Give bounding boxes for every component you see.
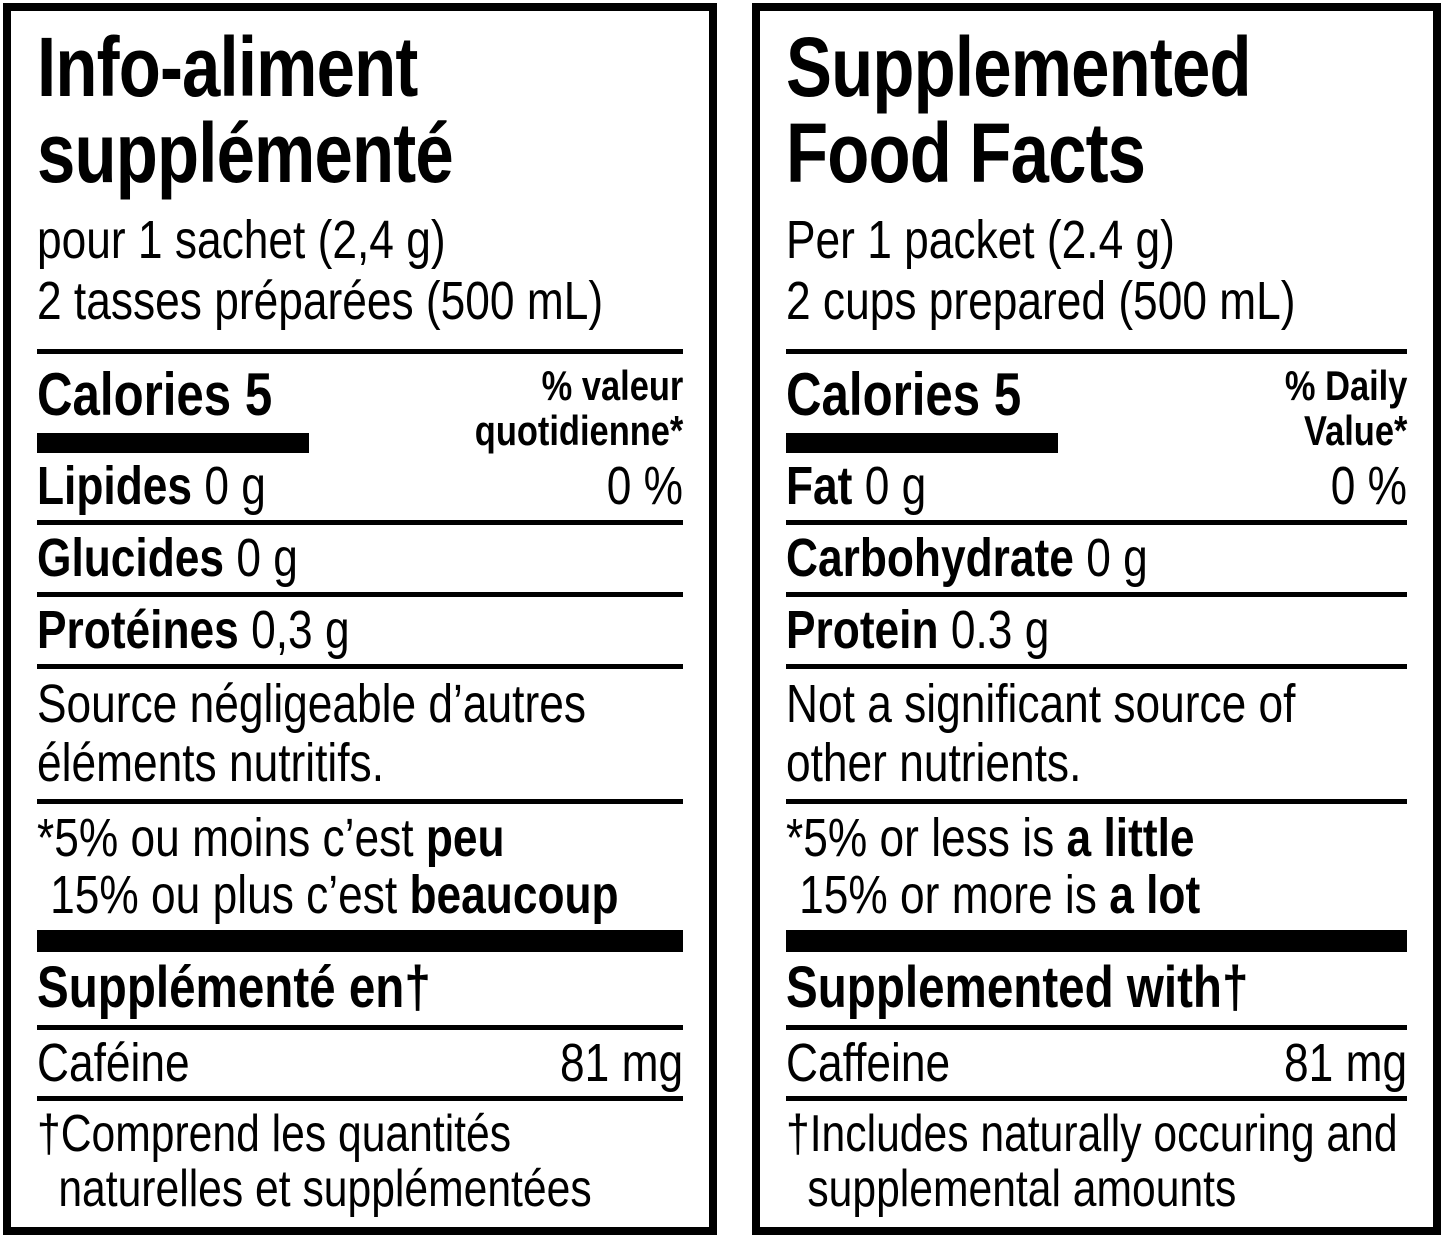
- footnote-line: 15% ou plus c’est beaucoup: [50, 865, 619, 925]
- dagger-note-line: naturelles et supplémentées: [58, 1160, 592, 1219]
- title-line: Supplemented: [786, 20, 1252, 114]
- supplement-amount: 81 mg: [1283, 1032, 1407, 1093]
- serving-info-fr: pour 1 sachet (2,4 g) 2 tasses préparées…: [37, 210, 683, 331]
- nutrient-row-protein-en: Protein 0.3 g: [786, 597, 1407, 664]
- serving-line: 2 cups prepared (500 mL): [786, 270, 1296, 331]
- calories-label: Calories: [37, 361, 232, 429]
- divider-rule: [37, 663, 683, 669]
- divider-rule: [786, 663, 1407, 669]
- nutrient-row-protein-fr: Protéines 0,3 g: [37, 597, 683, 664]
- daily-value-header-en: % Daily Value*: [1284, 364, 1407, 453]
- nutrient-row-carbohydrate-fr: Glucides 0 g: [37, 525, 683, 592]
- nutrient-name-amount: Lipides 0 g: [37, 456, 266, 517]
- dagger-note-line: supplemental amounts: [807, 1160, 1237, 1219]
- calories-text: Calories 5: [786, 364, 1021, 425]
- panel-title-en: Supplemented Food Facts: [786, 20, 1407, 200]
- calories-label: Calories: [786, 361, 981, 429]
- serving-info-en: Per 1 packet (2.4 g) 2 cups prepared (50…: [786, 210, 1407, 331]
- footnote-line: *5% or less is a little: [786, 808, 1195, 869]
- footnote-line: *5% ou moins c’est peu: [37, 808, 505, 869]
- panel-title-fr: Info-aliment supplémenté: [37, 20, 683, 200]
- nutrient-row-fat-fr: Lipides 0 g 0 %: [37, 453, 683, 520]
- nutrient-row-fat-en: Fat 0 g 0 %: [786, 453, 1407, 520]
- divider-rule: [37, 349, 683, 355]
- divider-rule: [786, 349, 1407, 355]
- note-line: Not a significant source of: [786, 673, 1296, 734]
- section-divider-bar: [786, 929, 1407, 952]
- divider-rule: [786, 1096, 1407, 1102]
- dv-header-line: Value*: [1303, 406, 1407, 454]
- divider-rule: [37, 1096, 683, 1102]
- calories-underline-bar: [37, 433, 309, 454]
- dagger-note-line: †Comprend les quantités: [37, 1105, 512, 1164]
- divider-rule: [786, 591, 1407, 597]
- daily-value-footnote-en: *5% or less is a little 15% or more is a…: [786, 810, 1407, 923]
- supplement-name: Caféine: [37, 1032, 190, 1093]
- nutrient-dv: 0 %: [1330, 456, 1407, 517]
- serving-line: 2 tasses préparées (500 mL): [37, 270, 604, 331]
- title-line: Food Facts: [786, 105, 1146, 200]
- dagger-note-en: †Includes naturally occuring and supplem…: [786, 1107, 1407, 1217]
- nutrient-name-amount: Protéines 0,3 g: [37, 599, 350, 660]
- supplemented-header-en: Supplemented with†: [786, 954, 1249, 1020]
- divider-rule: [37, 799, 683, 805]
- supplement-amount: 81 mg: [559, 1032, 683, 1093]
- nutrition-panel-english: Supplemented Food Facts Per 1 packet (2.…: [752, 3, 1441, 1235]
- dagger-note-line: †Includes naturally occuring and: [786, 1105, 1398, 1164]
- divider-rule: [786, 1024, 1407, 1030]
- calories-block: Calories 5: [37, 364, 324, 454]
- nutrient-dv: 0 %: [606, 456, 683, 517]
- nutrient-name-amount: Protein 0.3 g: [786, 599, 1050, 660]
- nutrient-row-carbohydrate-en: Carbohydrate 0 g: [786, 525, 1407, 592]
- insignificant-source-note-en: Not a significant source of other nutrie…: [786, 673, 1407, 794]
- nutrition-panel-french: Info-aliment supplémenté pour 1 sachet (…: [3, 3, 717, 1235]
- divider-rule: [786, 520, 1407, 526]
- nutrient-name-amount: Fat 0 g: [786, 456, 927, 517]
- supplemented-header-fr: Supplémenté en†: [37, 954, 431, 1020]
- calories-block: Calories 5: [786, 364, 1073, 454]
- daily-value-header-fr: % valeur quotidienne*: [474, 364, 683, 453]
- note-line: other nutrients.: [786, 732, 1082, 793]
- serving-line: Per 1 packet (2.4 g): [786, 210, 1175, 271]
- dagger-note-fr: †Comprend les quantités naturelles et su…: [37, 1107, 683, 1217]
- dv-header-line: % valeur: [541, 362, 683, 410]
- dv-header-line: % Daily: [1284, 362, 1407, 410]
- supplement-name: Caffeine: [786, 1032, 951, 1093]
- dv-header-line: quotidienne*: [474, 406, 683, 454]
- divider-rule: [37, 591, 683, 597]
- footnote-line: 15% or more is a lot: [799, 865, 1201, 925]
- divider-rule: [786, 799, 1407, 805]
- calories-underline-bar: [786, 433, 1058, 454]
- title-line: Info-aliment: [37, 20, 418, 114]
- note-line: éléments nutritifs.: [37, 732, 385, 793]
- serving-line: pour 1 sachet (2,4 g): [37, 210, 446, 271]
- supplement-row-caffeine-en: Caffeine 81 mg: [786, 1030, 1407, 1097]
- calories-value: 5: [993, 361, 1022, 429]
- divider-rule: [37, 520, 683, 526]
- daily-value-footnote-fr: *5% ou moins c’est peu 15% ou plus c’est…: [37, 810, 683, 923]
- title-line: supplémenté: [37, 105, 454, 200]
- insignificant-source-note-fr: Source négligeable d’autres éléments nut…: [37, 673, 683, 794]
- note-line: Source négligeable d’autres: [37, 673, 586, 734]
- calories-text: Calories 5: [37, 364, 272, 425]
- divider-rule: [37, 1024, 683, 1030]
- calories-value: 5: [244, 361, 273, 429]
- nutrient-name-amount: Carbohydrate 0 g: [786, 528, 1148, 589]
- supplement-row-caffeine-fr: Caféine 81 mg: [37, 1030, 683, 1097]
- section-divider-bar: [37, 929, 683, 952]
- calories-row-fr: Calories 5 % valeur quotidienne*: [37, 364, 683, 454]
- nutrient-name-amount: Glucides 0 g: [37, 528, 298, 589]
- calories-row-en: Calories 5 % Daily Value*: [786, 364, 1407, 454]
